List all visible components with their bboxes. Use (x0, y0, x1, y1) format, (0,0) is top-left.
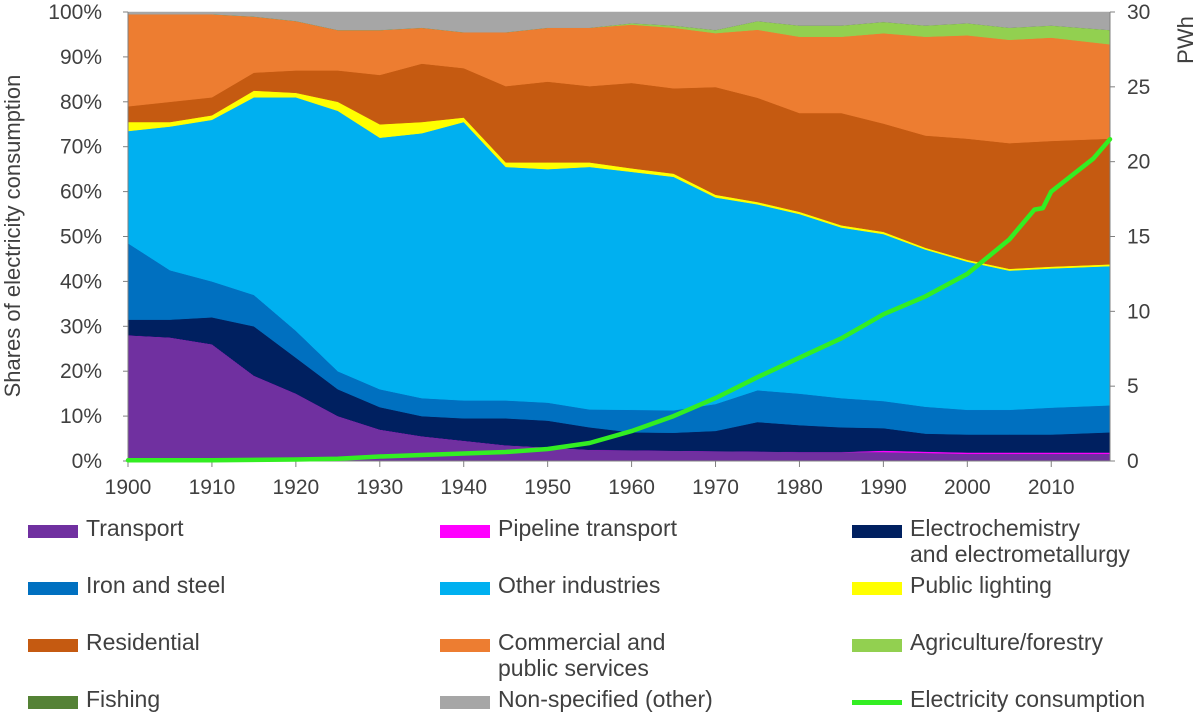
legend-swatch (28, 639, 78, 652)
y-tick-label: 60% (60, 181, 102, 204)
legend-label: Other industries (498, 572, 661, 598)
legend-item-non-specified-other: Non-specified (other) (440, 686, 713, 712)
y-tick-label: 90% (60, 46, 102, 69)
legend-swatch (852, 700, 902, 705)
y2-tick-label: 5 (1127, 375, 1139, 398)
legend-item-fishing: Fishing (28, 686, 160, 712)
legend-item-public-lighting: Public lighting (852, 572, 1052, 598)
y2-tick-label: 0 (1127, 450, 1139, 473)
y2-tick-label: 20 (1127, 151, 1150, 174)
x-tick-label: 2000 (944, 476, 991, 499)
y-tick-label: 50% (60, 226, 102, 249)
legend-swatch (440, 525, 490, 538)
legend-label: Residential (86, 629, 200, 655)
area-series-group (127, 11, 1111, 462)
legend-label: Transport (86, 515, 184, 541)
legend-swatch (852, 525, 902, 538)
x-tick-label: 1910 (189, 476, 236, 499)
legend-item-agriculture-forestry: Agriculture/forestry (852, 629, 1103, 655)
x-tick-label: 1970 (692, 476, 739, 499)
legend-label: Commercial and public services (498, 629, 666, 681)
y-tick-label: 100% (48, 1, 102, 24)
y2-tick-label: 25 (1127, 76, 1150, 99)
chart-legend: Transport Pipeline transport Electrochemis… (0, 505, 1200, 715)
y2-tick-label: 30 (1127, 1, 1150, 24)
legend-item-electrochemistry-and-electrometallurgy: Electrochemistry and electrometallurgy (852, 515, 1130, 567)
legend-swatch (440, 696, 490, 709)
line-electricity-consumption (125, 136, 1113, 463)
x-tick-label: 1960 (608, 476, 655, 499)
y2-axis-title: PWh (1173, 16, 1198, 64)
legend-item-iron-and-steel: Iron and steel (28, 572, 225, 598)
legend-label: Public lighting (910, 572, 1052, 598)
legend-swatch (28, 696, 78, 709)
legend-item-pipeline-transport: Pipeline transport (440, 515, 677, 541)
legend-swatch (852, 582, 902, 595)
y-tick-label: 10% (60, 405, 102, 428)
x-tick-label: 1990 (860, 476, 907, 499)
legend-item-other-industries: Other industries (440, 572, 660, 598)
legend-item-electricity-consumption: Electricity consumption (852, 686, 1145, 712)
legend-label: Iron and steel (86, 572, 226, 598)
legend-swatch (28, 525, 78, 538)
y2-tick-label: 15 (1127, 226, 1150, 249)
legend-label: Electrochemistry and electrometallurgy (910, 515, 1130, 567)
x-tick-label: 1940 (440, 476, 487, 499)
legend-label: Pipeline transport (498, 515, 677, 541)
legend-item-transport: Transport (28, 515, 184, 541)
legend-label: Agriculture/forestry (910, 629, 1104, 655)
legend-swatch (440, 639, 490, 652)
y-tick-label: 30% (60, 315, 102, 338)
y-tick-label: 40% (60, 270, 102, 293)
x-tick-label: 1950 (524, 476, 571, 499)
y-tick-label: 0% (72, 450, 102, 473)
y-tick-label: 70% (60, 136, 102, 159)
y-axis-title: Shares of electricity consumption (0, 75, 25, 398)
x-tick-label: 1900 (105, 476, 152, 499)
y-tick-label: 20% (60, 360, 102, 383)
legend-item-commercial-and-public-services: Commercial and public services (440, 629, 665, 681)
stacked-area-chart: 0% 10% 20% 30% 40% 50% 60% 70% 80% 90% 100% 0 5 10 15 2… (0, 1, 1198, 499)
legend-label: Fishing (86, 686, 161, 712)
legend-swatch (28, 582, 78, 595)
y-tick-label: 80% (60, 91, 102, 114)
x-tick-label: 2010 (1028, 476, 1075, 499)
line-series-group (125, 136, 1113, 463)
x-tick-label: 1930 (356, 476, 403, 499)
legend-item-residential: Residential (28, 629, 200, 655)
legend-swatch (852, 639, 902, 652)
x-tick-label: 1980 (776, 476, 823, 499)
legend-label: Electricity consumption (910, 686, 1146, 712)
legend-swatch (440, 582, 490, 595)
y2-tick-label: 10 (1127, 300, 1150, 323)
axes-group: 0% 10% 20% 30% 40% 50% 60% 70% 80% 90% 100% 0 5 10 15 2… (48, 1, 1150, 499)
x-tick-label: 1920 (273, 476, 320, 499)
legend-label: Non-specified (other) (498, 686, 713, 712)
